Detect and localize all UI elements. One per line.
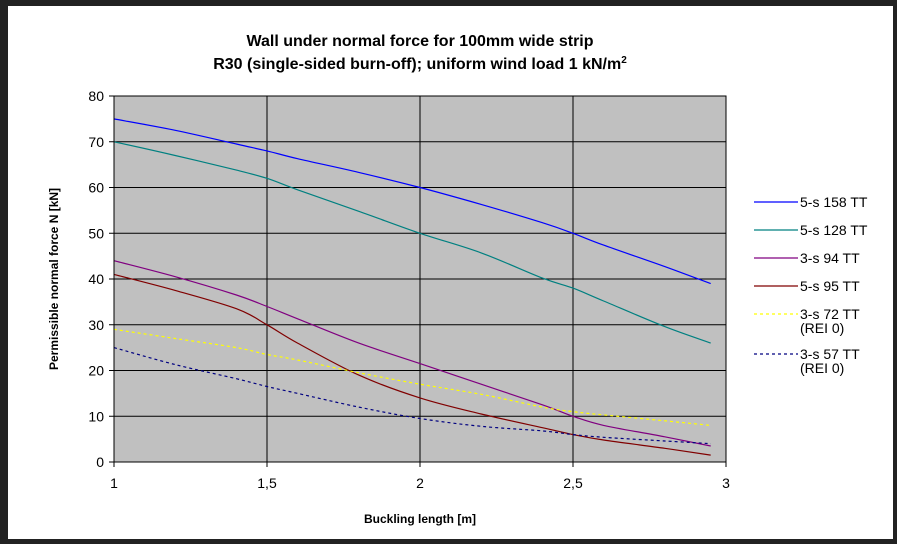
plot-border xyxy=(113,95,727,463)
legend-label-4: 5-s 95 TT xyxy=(800,278,860,294)
y-tick-label: 80 xyxy=(88,88,104,104)
y-tick-label: 10 xyxy=(88,408,104,424)
series-lines xyxy=(113,118,711,456)
y-tick-label: 40 xyxy=(88,271,104,287)
y-tick-label: 30 xyxy=(88,317,104,333)
legend-label-6: 3-s 57 TT xyxy=(800,346,860,362)
series-line-3 xyxy=(113,260,711,447)
chart-title-superscript: 2 xyxy=(621,55,627,66)
y-tick-label: 60 xyxy=(88,180,104,196)
series-line-2 xyxy=(113,141,711,344)
y-tick-label: 20 xyxy=(88,363,104,379)
chart-title-line-2-main: R30 (single-sided burn-off); uniform win… xyxy=(213,56,621,73)
x-tick-label: 1 xyxy=(110,475,118,491)
x-tick-label: 1,5 xyxy=(257,475,277,491)
legend-label-1: 5-s 158 TT xyxy=(800,194,868,210)
legend-label-6: (REI 0) xyxy=(800,360,844,376)
y-tick-label: 70 xyxy=(88,134,104,150)
chart-legend: 5-s 158 TT 5-s 128 TT 3-s 94 TT 5-s 95 TT 3-… xyxy=(754,194,868,376)
series-line-1 xyxy=(113,118,711,285)
x-tick-label: 3 xyxy=(722,475,730,491)
legend-label-3: 3-s 94 TT xyxy=(800,250,860,266)
legend-label-5: 3-s 72 TT xyxy=(800,306,860,322)
legend-label-5: (REI 0) xyxy=(800,320,844,336)
y-axis-label: Permissible normal force N [kN] xyxy=(47,188,61,370)
legend-label-2: 5-s 128 TT xyxy=(800,222,868,238)
chart-title-line-1: Wall under normal force for 100mm wide s… xyxy=(246,33,593,50)
x-tick-label: 2 xyxy=(416,475,424,491)
chart-frame: Wall under normal force for 100mm wide s… xyxy=(8,6,893,539)
y-tick-label: 50 xyxy=(88,225,104,241)
series-line-4 xyxy=(113,273,711,456)
y-tick-label: 0 xyxy=(96,454,104,470)
x-axis-label: Buckling length [m] xyxy=(364,512,476,526)
series-line-6 xyxy=(113,347,711,445)
line-chart: Wall under normal force for 100mm wide s… xyxy=(47,33,868,526)
x-tick-label: 2,5 xyxy=(563,475,583,491)
axis-ticks: 0 10 20 30 40 50 60 70 80 1 1,5 2 2,5 3 xyxy=(88,88,730,491)
chart-title-line-2: R30 (single-sided burn-off); uniform win… xyxy=(213,55,627,73)
